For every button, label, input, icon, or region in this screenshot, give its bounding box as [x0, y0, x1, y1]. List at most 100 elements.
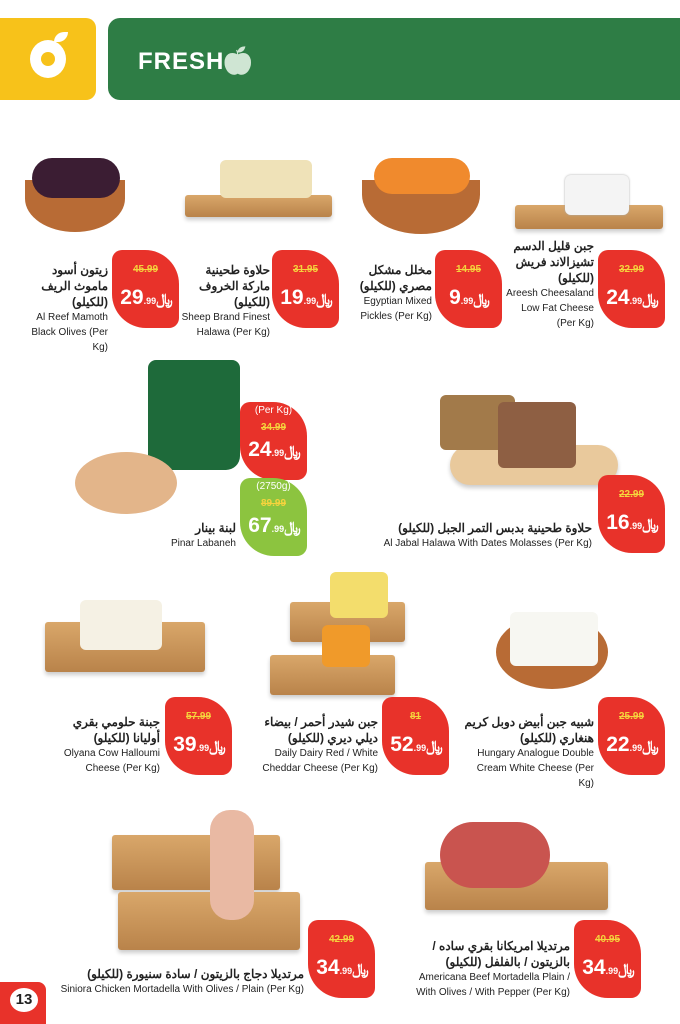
page-number-badge: 13 [0, 982, 46, 1024]
price-integer: 22 [606, 733, 630, 756]
price-tag: 31.95 ﷼ 19.99 [272, 250, 339, 328]
old-price: 81 [409, 711, 422, 722]
current-price: ﷼ 16.99 [602, 511, 665, 535]
price-tag: 57.99 ﷼ 39.99 [165, 697, 232, 775]
riyal-icon: ﷼ [156, 291, 173, 308]
section-title: FRESH [138, 48, 225, 75]
product-name-english: Siniora Chicken Mortadella With Olives /… [60, 984, 304, 995]
riyal-icon: ﷼ [642, 516, 659, 533]
old-price: 14.95 [455, 264, 482, 275]
price-unit: (2750g) [256, 481, 291, 492]
red-cheddar [322, 625, 370, 667]
current-price: ﷼ 52.99 [386, 733, 449, 757]
price-tag: 42.99 ﷼ 34.99 [308, 920, 375, 998]
product-name-english: Al Jabal Halawa With Dates Molasses (Per… [383, 538, 592, 549]
price-tag: (Per Kg) 34.99 ﷼ 24.99 [240, 402, 307, 480]
current-price: ﷼ 34.99 [578, 956, 641, 980]
price-tag: 22.99 ﷼ 16.99 [598, 475, 665, 553]
current-price: ﷼ 19.99 [276, 286, 339, 310]
siniora-board-1 [112, 835, 280, 890]
price-decimal: .99 [303, 296, 317, 306]
riyal-icon: ﷼ [209, 738, 226, 755]
product-name-english: Al Reef Mamoth Black Olives (Per Kg) [31, 312, 108, 353]
halawa-block [220, 160, 312, 198]
product-name-arabic: حلاوة طحينية ماركة الخروف (للكيلو) [199, 263, 270, 309]
price-tag: 40.95 ﷼ 34.99 [574, 920, 641, 998]
price-integer: 24 [606, 286, 630, 309]
current-price: ﷼ 39.99 [169, 733, 232, 757]
price-tag: 25.99 ﷼ 22.99 [598, 697, 665, 775]
siniora-board-2 [118, 892, 300, 950]
product-name-arabic: جبن شيدر أحمر / بيضاء ديلي ديري (للكيلو) [264, 715, 378, 745]
price-decimal: .99 [196, 743, 210, 753]
fruit-vegetable-icon: 🍎︎ [220, 45, 256, 76]
product-name-english: Daily Dairy Red / White Cheddar Cheese (… [262, 748, 378, 774]
product-name-arabic: جبن قليل الدسم تشيزالاند فريش (للكيلو) [513, 239, 594, 285]
product-name-arabic: جبنة حلومي بقري أوليانا (للكيلو) [72, 715, 160, 745]
product-description: زيتون أسود ماموث الريف (للكيلو) Al Reef M… [18, 262, 108, 355]
product-name-english: Hungary Analogue Double Cream White Chee… [476, 748, 594, 789]
product-description: جبن شيدر أحمر / بيضاء ديلي ديري (للكيلو)… [260, 714, 378, 776]
price-tag: 14.95 ﷼ 9.99 [435, 250, 502, 328]
product-name-english: Olyana Cow Halloumi Cheese (Per Kg) [63, 748, 160, 774]
current-price: ﷼ 22.99 [602, 733, 665, 757]
old-price: 22.99 [618, 489, 645, 500]
riyal-icon: ﷼ [642, 291, 659, 308]
product-name-english: Pinar Labaneh [170, 538, 236, 549]
product-description: مرتديلا امريكانا بقري ساده / بالزيتون / … [410, 938, 570, 1000]
price-integer: 39 [173, 733, 197, 756]
riyal-icon: ﷼ [352, 961, 369, 978]
product-description: مخلل مشكل مصري (للكيلو) Egyptian Mixed Pi… [336, 262, 432, 324]
product-name-arabic: حلاوة طحينية بدبس التمر الجبل (للكيلو) [398, 521, 592, 535]
labaneh-bowl [75, 452, 177, 514]
price-decimal: .99 [605, 966, 619, 976]
price-integer: 52 [390, 733, 414, 756]
siniora-roll [210, 810, 254, 920]
labaneh-bucket [148, 360, 240, 470]
product-description: جبن قليل الدسم تشيزالاند فريش (للكيلو) Ar… [504, 238, 594, 331]
old-price: 89.99 [260, 498, 287, 509]
price-integer: 19 [280, 286, 304, 309]
section-banner: FRESH 🍎︎ [108, 18, 680, 100]
product-name-arabic: مخلل مشكل مصري (للكيلو) [359, 263, 432, 293]
price-decimal: .99 [271, 448, 285, 458]
price-decimal: .99 [413, 743, 427, 753]
price-decimal: .99 [271, 524, 285, 534]
price-integer: 9 [449, 286, 461, 309]
old-price: 57.99 [185, 711, 212, 722]
product-name-english: Sheep Brand Finest Halawa (Per Kg) [181, 312, 270, 338]
price-unit: (Per Kg) [254, 405, 293, 416]
riyal-icon: ﷼ [642, 738, 659, 755]
olives-image-top [32, 158, 120, 198]
riyal-icon: ﷼ [284, 443, 301, 460]
current-price: ﷼ 24.99 [602, 286, 665, 310]
halawa-image [185, 195, 332, 217]
product-name-english: Americana Beef Mortadella Plain / With O… [416, 972, 570, 998]
price-decimal: .99 [629, 521, 643, 531]
current-price: ﷼ 34.99 [312, 956, 375, 980]
current-price: ﷼ 29.99 [116, 286, 179, 310]
old-price: 25.99 [618, 711, 645, 722]
product-name-arabic: لبنة بينار [195, 521, 236, 535]
product-description: لبنة بينار Pinar Labaneh [150, 520, 236, 551]
price-decimal: .99 [339, 966, 353, 976]
product-name-arabic: شبيه جبن أبيض دوبل كريم هنغاري (للكيلو) [464, 715, 594, 745]
product-description: حلاوة طحينية ماركة الخروف (للكيلو) Sheep … [176, 262, 270, 340]
price-tag: (2750g) 89.99 ﷼ 67.99 [240, 478, 307, 556]
old-price: 31.95 [292, 264, 319, 275]
old-price: 40.95 [594, 934, 621, 945]
price-tag: 32.99 ﷼ 24.99 [598, 250, 665, 328]
brand-logo [0, 18, 96, 100]
price-tag: 81 ﷼ 52.99 [382, 697, 449, 775]
price-integer: 24 [248, 438, 272, 461]
product-name-english: Areesh Cheesaland Low Fat Cheese (Per Kg… [506, 288, 594, 329]
halawa-dates-block [498, 402, 576, 468]
product-description: حلاوة طحينية بدبس التمر الجبل (للكيلو) Al… [380, 520, 592, 551]
current-price: ﷼ 24.99 [244, 438, 307, 462]
price-decimal: .99 [143, 296, 157, 306]
product-description: جبنة حلومي بقري أوليانا (للكيلو) Olyana C… [60, 714, 160, 776]
product-description: شبيه جبن أبيض دوبل كريم هنغاري (للكيلو) H… [460, 714, 594, 791]
riyal-icon: ﷼ [284, 519, 301, 536]
price-decimal: .99 [629, 296, 643, 306]
riyal-icon: ﷼ [473, 291, 490, 308]
